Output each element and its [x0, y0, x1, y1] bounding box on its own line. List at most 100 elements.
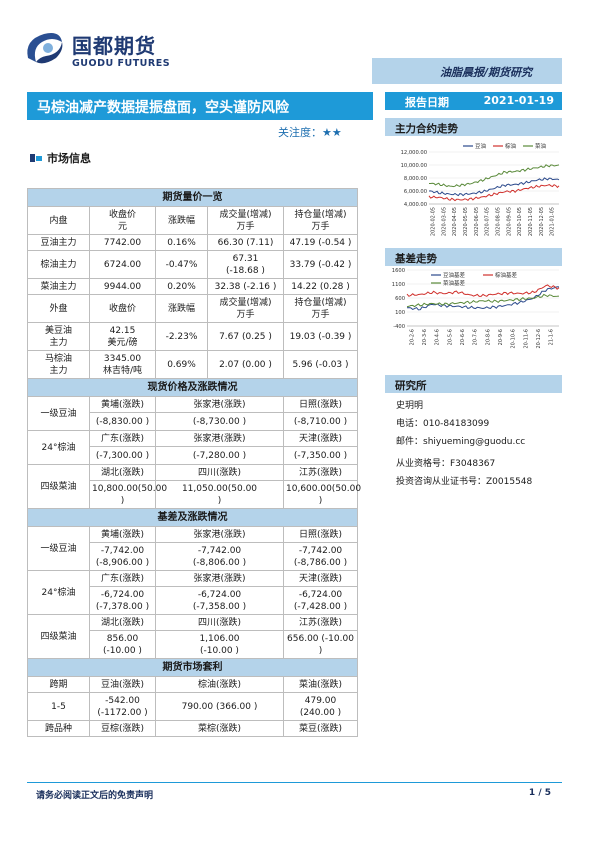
- table-row: 四级菜油 湖北(涨跌) 四川(涨跌) 江苏(涨跌): [27, 464, 358, 509]
- spot-region: 天津(涨跌): [283, 430, 358, 447]
- y-tick-label: 10,000.00: [401, 163, 427, 169]
- y-tick-label: 100: [395, 310, 405, 316]
- column-header: 收盘价元: [89, 206, 156, 235]
- spot-region: 黄埔(涨跌): [89, 396, 156, 413]
- section-row: 期货量价一览: [27, 188, 358, 207]
- arb-header: 豆油(涨跌): [89, 676, 156, 693]
- page-number: 1 / 5: [528, 788, 551, 798]
- report-type-label: 油脂晨报/期货研究: [439, 66, 532, 79]
- arb-value: -542.00 (-1172.00 ): [89, 692, 156, 721]
- spot-region: 四川(涨跌): [155, 464, 284, 481]
- change-pct: -0.47%: [155, 250, 208, 279]
- contract-name: 马棕油 主力: [27, 350, 90, 379]
- basis-trend-chart: 1600 1100 600 100 -400 20-2-6 20-3-6 20-4-6 20-5…: [392, 268, 560, 349]
- spot-region: 江苏(涨跌): [283, 464, 358, 481]
- basis-product: 一级豆油: [27, 526, 90, 571]
- contract-name: 美豆油 主力: [27, 322, 90, 351]
- x-tick-label: 20-7-6: [473, 329, 479, 345]
- spot-region: 张家港(涨跌): [155, 396, 284, 413]
- table-row: 豆油主力 7742.00 0.16% 66.30 (7.11) 47.19 (-0.54…: [27, 234, 358, 251]
- column-header: 外盘: [27, 294, 90, 323]
- arb-header: 豆棕(涨跌): [89, 720, 156, 737]
- contract-name: 菜油主力: [27, 278, 90, 295]
- series-line-3: [429, 164, 560, 188]
- basis-product: 四级菜油: [27, 614, 90, 659]
- basis-region: 四川(涨跌): [155, 614, 284, 631]
- x-tick-label: 20-4-6: [435, 329, 441, 345]
- open-interest: 47.19 (-0.54 ): [283, 234, 358, 251]
- arb-value: 1-5: [27, 692, 90, 721]
- change-pct: -2.23%: [155, 322, 208, 351]
- report-date-label: 报告日期: [405, 96, 449, 109]
- footer-disclaimer[interactable]: 请务必阅读正文后的免责声明: [36, 791, 154, 801]
- open-interest: 33.79 (-0.42 ): [283, 250, 358, 279]
- table-row: 856.00 (-10.00 ) 1,106.00 (-10.00 ) 656.00 …: [28, 630, 358, 659]
- open-interest: 19.03 (-0.39 ): [283, 322, 358, 351]
- contract-name: 棕油主力: [27, 250, 90, 279]
- table-row: 美豆油 主力 42.15 美元/磅 -2.23% 7.67 (0.25 ) 19.03 (-…: [27, 322, 358, 351]
- spot-value: (-8,710.00 ): [283, 412, 358, 431]
- volume: 2.07 (0.00 ): [207, 350, 284, 379]
- table-row: 棕油主力 6724.00 -0.47% 67.31 (-18.68 ) 33.79 (-0…: [27, 250, 358, 279]
- spot-value: 11,050.00(50.00): [155, 480, 284, 509]
- arb-header: 菜棕(涨跌): [155, 720, 284, 737]
- spot-product: 24°棕油: [27, 430, 90, 465]
- x-tick-label: 20-11-6: [523, 329, 529, 349]
- close-price: 42.15 美元/磅: [89, 322, 156, 351]
- basis-region: 张家港(涨跌): [155, 570, 284, 587]
- series-line-2: [428, 184, 560, 202]
- x-tick-label: 2020-10-05: [517, 207, 523, 236]
- y-tick-label: 1600: [392, 268, 405, 274]
- open-interest: 14.22 (0.28 ): [283, 278, 358, 295]
- column-header: 内盘: [27, 206, 90, 235]
- table-row: 一级豆油 黄埔(涨跌) 张家港(涨跌) 日照(涨跌): [27, 396, 358, 431]
- legend-label: 豆油基差: [443, 271, 466, 279]
- table-row: 一级豆油 黄埔(涨跌) 张家港(涨跌) 日照(涨跌): [27, 526, 358, 571]
- arb-value: 790.00 (366.00 ): [155, 692, 284, 721]
- basis-value: -7,742.00 (-8,806.00 ): [155, 542, 284, 571]
- x-tick-label: 20-8-6: [485, 329, 491, 345]
- basis-region: 广东(涨跌): [89, 570, 156, 587]
- spot-region: 日照(涨跌): [283, 396, 358, 413]
- x-tick-label: 2020-06-05: [474, 207, 480, 236]
- y-tick-label: 6,000.00: [404, 189, 427, 195]
- researcher-cert: 从业资格号：F3048367: [396, 459, 496, 469]
- y-tick-label: 1100: [392, 282, 405, 288]
- column-header: 涨跌幅: [155, 206, 208, 235]
- footer-divider: [27, 782, 562, 783]
- basis-value: -7,742.00 (-8,786.00 ): [283, 542, 358, 571]
- report-date-value: 2021-01-19: [483, 94, 554, 107]
- close-price: 3345.00 林吉特/吨: [89, 350, 156, 379]
- x-tick-label: 20-2-6: [409, 329, 415, 345]
- table-row: 24°棕油 广东(涨跌) 张家港(涨跌) 天津(涨跌): [27, 570, 358, 615]
- section-bullet-icon: [30, 154, 42, 162]
- spot-region: 张家港(涨跌): [155, 430, 284, 447]
- report-type-banner: 油脂晨报/期货研究: [372, 58, 562, 84]
- table-row: 24°棕油 广东(涨跌) 张家港(涨跌) 天津(涨跌): [27, 430, 358, 465]
- x-tick-label: 2020-04-05: [452, 207, 458, 236]
- researcher-name: 史玥明: [396, 401, 424, 411]
- column-header: 持仓量(增减) 万手: [283, 294, 358, 323]
- legend-label: 菜油基差: [443, 279, 466, 287]
- x-tick-label: 2020-03-05: [441, 207, 447, 236]
- table-row: (-8,830.00 ) (-8,730.00 ) (-8,710.00 ): [28, 412, 358, 431]
- arb-section-title: 期货市场套利: [27, 658, 358, 677]
- page-title: 马棕油减产数据提振盘面，空头谨防风险: [37, 100, 289, 116]
- title-bar: 马棕油减产数据提振盘面，空头谨防风险: [27, 92, 373, 120]
- x-tick-label: 2021-01-05: [550, 207, 556, 236]
- table-row: 10,800.00(50.00 ) 11,050.00(50.00) 10,600.…: [28, 480, 361, 509]
- research-section: 研究所: [385, 375, 562, 393]
- legend-label: 棕油: [505, 142, 517, 150]
- close-price: 6724.00: [89, 250, 156, 279]
- y-tick-label: 8,000.00: [404, 176, 427, 182]
- table-row: 外盘 收盘价 涨跌幅 成交量(增减) 万手 持仓量(增减) 万手: [27, 294, 358, 323]
- logo-text-en: GUODU FUTURES: [72, 58, 171, 69]
- column-header: 成交量(增减) 万手: [207, 294, 284, 323]
- researcher-email[interactable]: 邮件：shiyueming@guodu.cc: [396, 437, 526, 447]
- market-info-label: 市场信息: [47, 152, 91, 165]
- market-info-heading: 市场信息: [30, 150, 91, 166]
- spot-region: 湖北(涨跌): [89, 464, 156, 481]
- basis-region: 张家港(涨跌): [155, 526, 284, 543]
- basis-product: 24°棕油: [27, 570, 90, 615]
- basis-value: -7,742.00 (-8,906.00 ): [89, 542, 156, 571]
